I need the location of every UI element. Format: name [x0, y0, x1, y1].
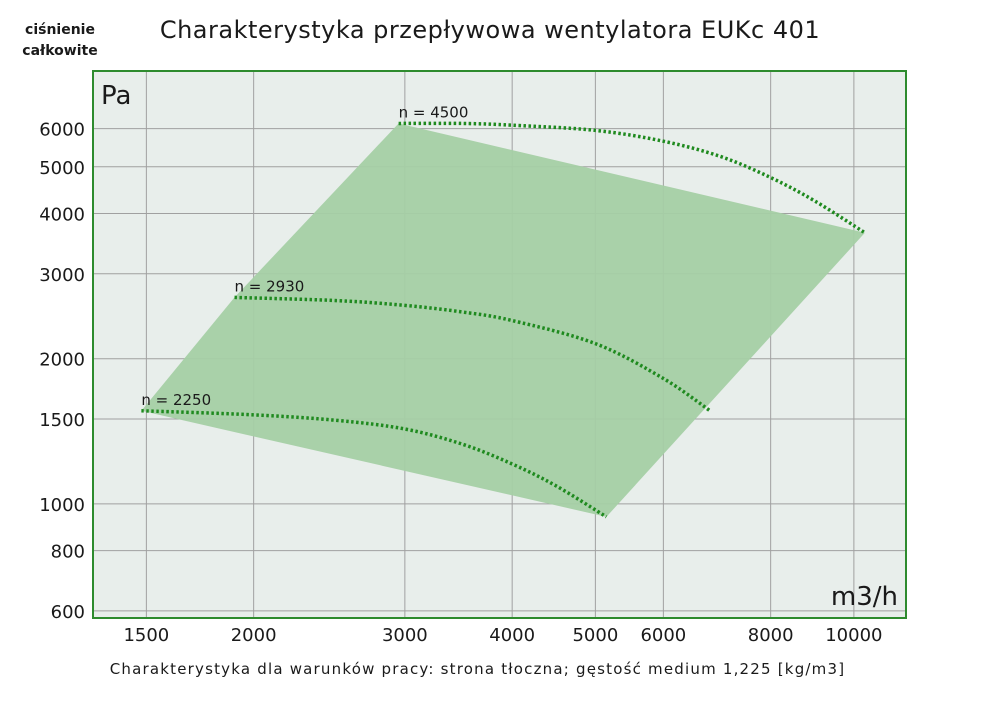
- y-axis-title: ciśnienie całkowite: [20, 20, 100, 62]
- x-tick-label: 6000: [640, 625, 686, 646]
- curve-label-2: n = 2930: [235, 277, 305, 295]
- x-tick-label: 5000: [572, 625, 618, 646]
- x-axis-ticks: 1500 2000 3000 4000 5000 6000 8000 10000: [123, 625, 882, 646]
- curve-series-1: [141, 409, 608, 519]
- x-tick-label: 3000: [382, 625, 428, 646]
- y-tick-label: 6000: [39, 120, 85, 141]
- x-tick-label: 8000: [748, 625, 794, 646]
- y-tick-label: 1000: [39, 495, 85, 516]
- curve-label-1: n = 2250: [141, 391, 211, 409]
- x-unit-label: m3/h: [831, 582, 898, 612]
- y-axis-title-line-2: całkowite: [22, 43, 98, 59]
- x-tick-label: 1500: [123, 625, 169, 646]
- performance-curves: [141, 121, 866, 519]
- y-tick-label: 5000: [39, 158, 85, 179]
- y-unit-label: Pa: [101, 81, 131, 111]
- footnote: Charakterystyka dla warunków pracy: stro…: [109, 660, 846, 678]
- x-tick-label: 2000: [231, 625, 277, 646]
- plot-frame: [92, 70, 907, 619]
- x-tick-label: 4000: [489, 625, 535, 646]
- y-tick-label: 3000: [39, 265, 85, 286]
- curve-label-3: n = 4500: [399, 103, 469, 121]
- y-tick-label: 4000: [39, 205, 85, 226]
- x-tick-label: 10000: [825, 625, 882, 646]
- curve-series-3: [398, 121, 866, 235]
- y-tick-label: 2000: [39, 350, 85, 371]
- y-tick-label: 1500: [39, 410, 85, 431]
- y-tick-label: 800: [51, 542, 85, 563]
- y-axis-ticks: 600 800 1000 1500 2000 3000 4000 5000 6000: [39, 120, 85, 623]
- curve-series-2: [234, 295, 712, 413]
- y-tick-label: 600: [51, 602, 85, 623]
- chart-title: Charakterystyka przepływowa wentylatora …: [159, 16, 821, 44]
- y-axis-title-line-1: ciśnienie: [25, 22, 95, 38]
- curve-labels: n = 2250 n = 2930 n = 4500: [141, 103, 468, 408]
